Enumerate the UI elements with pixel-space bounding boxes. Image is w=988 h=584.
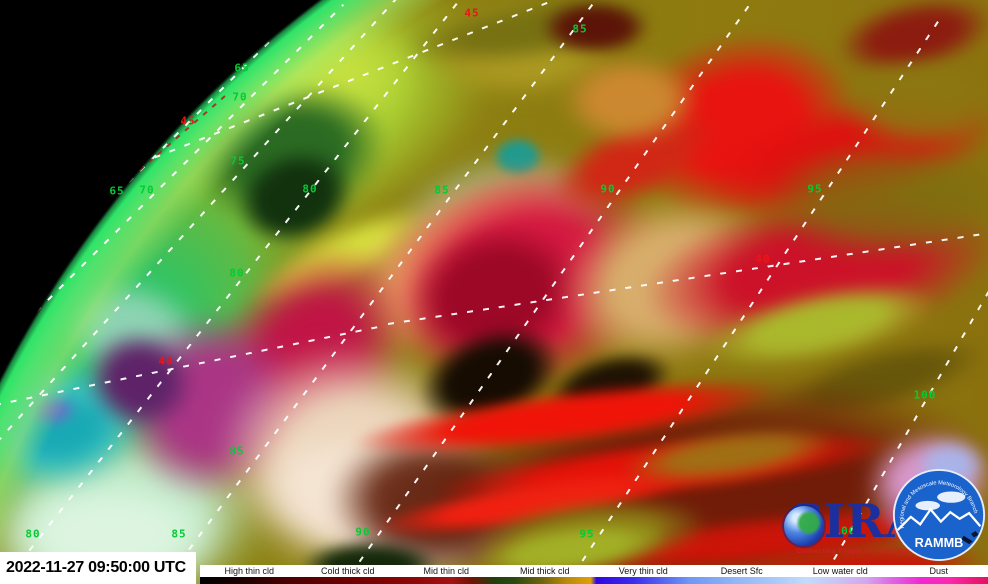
longitude-label: 65 — [109, 184, 125, 198]
rammb-name: RAMMB — [915, 536, 964, 550]
legend-label: Low water cld — [812, 566, 868, 576]
legend-label: Very thin cld — [618, 566, 668, 576]
longitude-label: 95 — [807, 182, 823, 196]
legend-label: Mid thick cld — [519, 566, 570, 576]
earth-globe-icon — [784, 506, 824, 546]
longitude-label: 85 — [229, 444, 245, 458]
longitude-label: 100 — [913, 388, 937, 402]
legend-label: High thin cld — [224, 566, 275, 576]
longitude-label: 80 — [302, 182, 318, 196]
satellite-icon — [961, 530, 979, 545]
mountains-icon — [896, 507, 982, 531]
legend-label: Desert Sfc — [720, 566, 763, 576]
legend-label: Mid thin cld — [423, 566, 470, 576]
longitude-label: 95 — [579, 527, 595, 541]
longitude-label: 90 — [355, 525, 371, 539]
timestamp: 2022-11-27 09:50:00 UTC — [0, 552, 196, 584]
rammb-disc — [894, 470, 984, 560]
latitude-label: 40 — [755, 252, 771, 266]
rammb-logo-graphic: Regional and Mesoscale Meteorology Branc… — [892, 468, 986, 562]
latitude-label: 45 — [180, 114, 196, 128]
cloud-icon — [915, 500, 940, 511]
legend-labels: High thin cld Cold thick cld Mid thin cld M… — [200, 565, 988, 577]
legend-label: Dust — [929, 566, 948, 576]
longitude-label: 70 — [139, 183, 155, 197]
longitude-label: 100 — [833, 524, 857, 538]
longitude-label: 85 — [572, 22, 588, 36]
longitude-label: 90 — [600, 182, 616, 196]
longitude-label: 65 — [234, 61, 250, 75]
longitude-label: 70 — [232, 90, 248, 104]
latitude-label: 40 — [158, 354, 174, 368]
longitude-label: 85 — [171, 527, 187, 541]
latitude-label: 45 — [464, 6, 480, 20]
cira-tagline: Connecting People and Observations — [796, 548, 926, 555]
legend: High thin cld Cold thick cld Mid thin cld M… — [200, 565, 988, 584]
longitude-label: 80 — [25, 527, 41, 541]
longitude-label: 80 — [229, 266, 245, 280]
longitude-label: 85 — [434, 183, 450, 197]
cloud-icon — [937, 491, 966, 503]
legend-colorbar — [200, 577, 988, 584]
legend-label: Cold thick cld — [320, 566, 375, 576]
longitude-label: 75 — [230, 154, 246, 168]
rammb-logo: Regional and Mesoscale Meteorology Branc… — [892, 468, 986, 562]
